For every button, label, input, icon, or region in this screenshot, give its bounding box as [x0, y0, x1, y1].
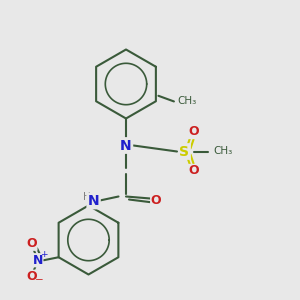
Text: CH₃: CH₃: [178, 96, 197, 106]
Text: O: O: [188, 125, 199, 139]
Text: +: +: [40, 250, 48, 259]
Text: H: H: [83, 191, 91, 202]
Text: O: O: [151, 194, 161, 208]
Text: O: O: [26, 270, 37, 283]
Text: O: O: [188, 164, 199, 178]
Text: N: N: [88, 194, 99, 208]
Text: O: O: [26, 237, 37, 250]
Text: S: S: [179, 145, 190, 158]
Text: N: N: [32, 254, 43, 267]
Text: N: N: [120, 139, 132, 152]
Text: CH₃: CH₃: [213, 146, 232, 157]
Text: −: −: [35, 275, 44, 285]
